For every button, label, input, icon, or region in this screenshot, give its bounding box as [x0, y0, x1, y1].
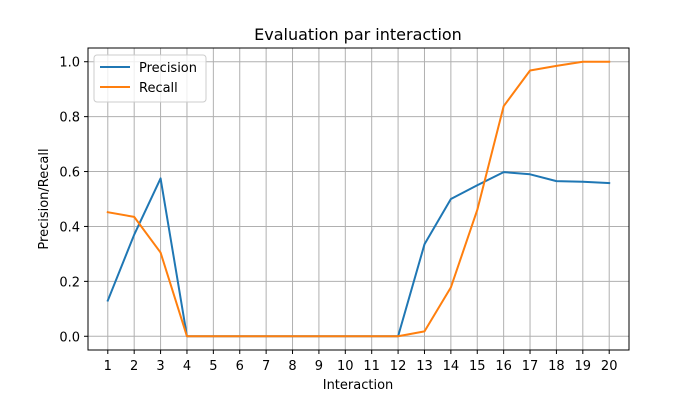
- x-tick-label: 14: [443, 359, 460, 374]
- plot-frame: [87, 47, 630, 351]
- y-tick-label: 0.8: [59, 111, 80, 126]
- x-tick-label: 6: [236, 359, 244, 374]
- y-tick-label: 0.0: [59, 330, 80, 345]
- x-tick-label: 9: [315, 359, 323, 374]
- legend-label-recall: Recall: [139, 81, 178, 96]
- x-axis-ticks: 1 2 3 4 5 6 7 8 9 10 11 12 13 14 15 16 17 18 19 20: [104, 350, 618, 374]
- x-tick-label: 1: [104, 359, 112, 374]
- x-tick-label: 18: [548, 359, 565, 374]
- x-tick-label: 13: [416, 359, 433, 374]
- x-tick-label: 7: [262, 359, 270, 374]
- x-tick-label: 10: [337, 359, 354, 374]
- x-tick-label: 5: [209, 359, 217, 374]
- y-tick-label: 1.0: [59, 56, 80, 71]
- legend-label-precision: Precision: [139, 61, 197, 76]
- chart-title: Evaluation par interaction: [254, 25, 462, 44]
- x-tick-label: 12: [390, 359, 407, 374]
- x-tick-label: 19: [575, 359, 592, 374]
- y-axis-ticks: 0.0 0.2 0.4 0.6 0.8 1.0: [59, 56, 88, 345]
- y-tick-label: 0.6: [59, 166, 80, 181]
- x-tick-label: 17: [522, 359, 539, 374]
- x-tick-label: 3: [156, 359, 164, 374]
- y-axis-title: Precision/Recall: [37, 148, 52, 249]
- x-tick-label: 8: [288, 359, 296, 374]
- x-tick-label: 4: [183, 359, 191, 374]
- x-tick-label: 16: [495, 359, 512, 374]
- x-tick-label: 11: [363, 359, 380, 374]
- y-tick-label: 0.2: [59, 275, 80, 290]
- series-line-recall: [106, 60, 611, 338]
- series-lines: [106, 60, 611, 338]
- y-tick-label: 0.4: [59, 220, 80, 235]
- legend: Precision Recall: [93, 54, 207, 103]
- x-tick-label: 15: [469, 359, 486, 374]
- x-axis-title: Interaction: [323, 378, 394, 393]
- x-tick-label: 20: [601, 359, 618, 374]
- x-tick-label: 2: [130, 359, 138, 374]
